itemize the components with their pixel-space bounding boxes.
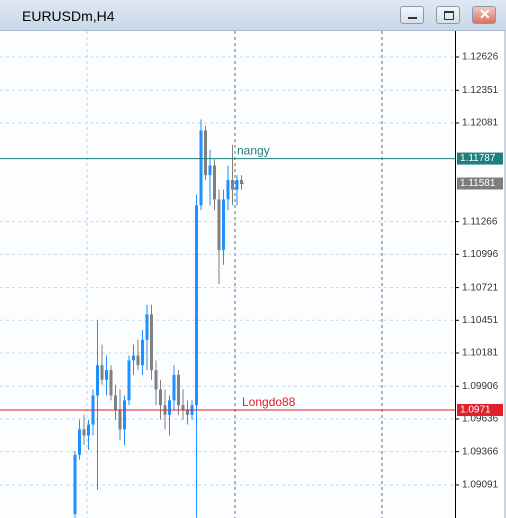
title-bar: EURUSDm,H4 ✕ (0, 0, 506, 31)
candle-body (199, 130, 203, 206)
candle-body (240, 179, 243, 184)
candle-body (87, 424, 90, 436)
candle-body (118, 410, 122, 430)
candle-body (235, 179, 239, 190)
line-label: nangy (237, 144, 270, 158)
close-button[interactable]: ✕ (472, 6, 496, 24)
price-tag-label: 1.11787 (460, 153, 496, 164)
candle-body (159, 389, 162, 406)
price-tag-label: 1.11581 (460, 178, 496, 189)
y-tick-label: 1.12351 (462, 85, 499, 96)
y-tick-label: 1.10996 (462, 249, 499, 260)
y-tick-label: 1.10451 (462, 315, 499, 326)
price-tag (457, 404, 503, 417)
candle-body (154, 370, 158, 390)
candle-body (82, 429, 86, 436)
candle-body (204, 130, 207, 176)
candle-body (195, 205, 198, 406)
line-label: Longdo88 (242, 395, 296, 409)
candle-body (177, 374, 180, 406)
minimize-button[interactable] (400, 6, 424, 24)
candle-body (141, 339, 144, 366)
candle-body (226, 179, 230, 200)
plot-area (0, 31, 455, 518)
candle-body (231, 179, 234, 190)
candle-body (78, 429, 81, 455)
candle-body (96, 365, 99, 396)
y-tick-label: 1.09091 (462, 480, 499, 491)
y-tick-label: 1.10721 (462, 282, 499, 293)
candle-body (222, 199, 225, 251)
candle-body (132, 355, 135, 361)
window-title: EURUSDm,H4 (22, 8, 115, 24)
candle-body (217, 199, 221, 251)
candle-body (123, 400, 126, 430)
candle-body (136, 355, 140, 366)
y-tick-label: 1.12081 (462, 118, 499, 129)
y-tick-label: 1.09906 (462, 381, 499, 392)
y-tick-label: 1.12626 (462, 52, 499, 63)
candle-body (105, 370, 108, 380)
maximize-button[interactable] (436, 6, 460, 24)
price-tag-label: 1.0971 (460, 405, 491, 416)
candle-body (109, 370, 113, 396)
candle-body (145, 314, 149, 340)
price-tag (457, 152, 503, 165)
y-tick-label: 1.09366 (462, 446, 499, 457)
candle-body (181, 405, 185, 411)
candle-body (168, 400, 171, 415)
candle-body (73, 454, 77, 515)
candle-body (150, 314, 153, 371)
y-tick-label: 1.11266 (462, 216, 498, 227)
candle-body (100, 365, 104, 380)
y-tick-label: 1.10181 (462, 348, 499, 359)
price-tag (457, 177, 503, 190)
candle-body (172, 374, 176, 401)
candle-body (186, 410, 189, 415)
candle-body (114, 395, 117, 411)
y-tick-label: 1.09636 (462, 414, 499, 425)
candle-body (208, 165, 212, 176)
candle-body (127, 360, 131, 401)
candle-body (213, 165, 216, 200)
